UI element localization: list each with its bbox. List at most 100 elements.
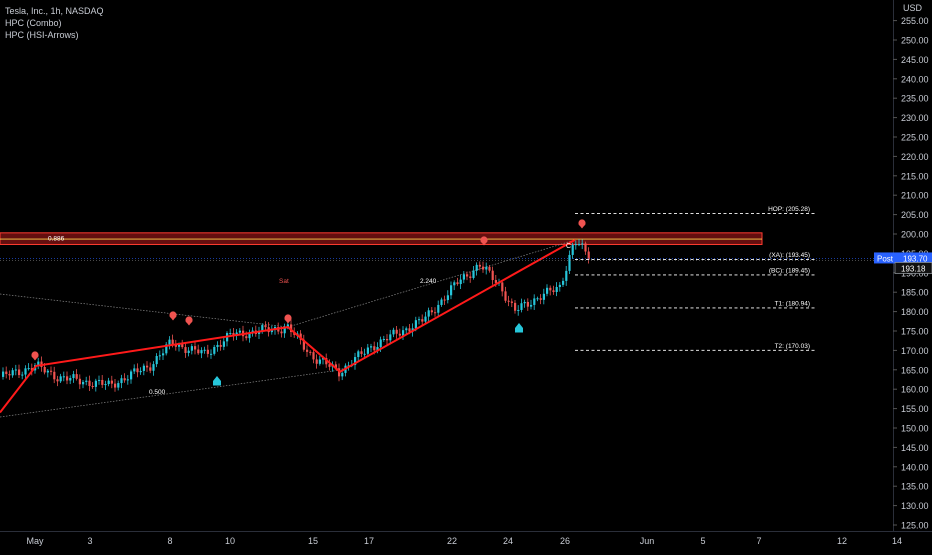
candle-body — [168, 339, 171, 345]
down-arrow-tip — [578, 224, 586, 229]
candle-body — [501, 282, 504, 292]
y-tick-label: 210.00 — [901, 191, 929, 201]
candle-body — [328, 364, 331, 367]
candle-body — [584, 243, 587, 252]
candle-body — [261, 325, 264, 332]
candle-body — [210, 353, 213, 355]
candle-body — [78, 378, 81, 385]
candle-body — [251, 330, 254, 333]
candle-body — [430, 310, 433, 313]
candle-body — [437, 304, 440, 313]
x-tick-label: 3 — [87, 536, 92, 546]
candle-body — [357, 351, 360, 358]
down-arrow-tip — [169, 316, 177, 321]
y-tick-label: 225.00 — [901, 133, 929, 143]
candle-body — [382, 338, 385, 340]
candle-body — [338, 368, 341, 377]
candle-body — [219, 344, 222, 347]
candle-body — [200, 350, 203, 354]
candle-body — [69, 378, 72, 381]
candle-body — [75, 374, 78, 379]
up-arrow-marker — [213, 376, 221, 386]
candle-body — [152, 364, 155, 371]
second-price-badge-value: 193.18 — [901, 264, 926, 273]
x-tick-label: 26 — [560, 536, 570, 546]
x-tick-label: 17 — [364, 536, 374, 546]
candle-body — [520, 303, 523, 310]
y-tick-label: 255.00 — [901, 16, 929, 26]
candle-body — [190, 346, 193, 351]
candle-body — [456, 282, 459, 285]
candle-body — [555, 286, 558, 293]
candle-body — [526, 301, 529, 307]
indicator-arrows[interactable]: HPC (HSI-Arrows) — [5, 30, 79, 40]
candle-body — [82, 381, 85, 385]
ratio-line-ac — [0, 369, 341, 418]
candle-body — [539, 298, 542, 300]
candle-body — [123, 378, 126, 381]
candle-body — [270, 329, 273, 333]
candle-body — [581, 243, 584, 245]
candle-body — [203, 349, 206, 351]
target-level-label: (BC): (189.45) — [769, 267, 810, 274]
x-tick-label: 22 — [447, 536, 457, 546]
candle-body — [62, 376, 65, 378]
candle-body — [66, 376, 69, 381]
candle-body — [478, 264, 481, 267]
y-tick-label: 175.00 — [901, 327, 929, 337]
candle-body — [510, 301, 513, 303]
candle-body — [546, 287, 549, 294]
candle-body — [587, 251, 590, 260]
y-tick-label: 135.00 — [901, 482, 929, 492]
ratio-line-bd — [287, 239, 576, 328]
candle-body — [50, 370, 53, 372]
down-arrow-tip — [185, 321, 193, 326]
candle-body — [389, 334, 392, 341]
y-tick-label: 235.00 — [901, 94, 929, 104]
candle-body — [309, 351, 312, 353]
y-tick-label: 180.00 — [901, 307, 929, 317]
target-level-label: (XA): (193.45) — [769, 252, 810, 259]
candle-body — [418, 319, 421, 321]
candle-body — [245, 336, 248, 339]
c-point-label: C — [566, 243, 571, 250]
candle-body — [434, 312, 437, 314]
candle-body — [194, 346, 197, 350]
candle-body — [280, 331, 283, 334]
candle-body — [8, 374, 11, 376]
candle-body — [229, 333, 232, 335]
candle-body — [360, 351, 363, 354]
candle-body — [126, 379, 129, 381]
candle-body — [462, 274, 465, 280]
candle-body — [27, 368, 30, 370]
candle-body — [184, 347, 187, 353]
candle-body — [181, 344, 184, 348]
candle-body — [574, 244, 577, 246]
x-tick-label: 8 — [167, 536, 172, 546]
candle-body — [459, 279, 462, 285]
candle-body — [139, 370, 142, 373]
candle-body — [578, 244, 581, 246]
target-level-label: T1: (180.94) — [775, 300, 810, 307]
x-tick-label: 12 — [837, 536, 847, 546]
candle-body — [318, 359, 321, 364]
candle-body — [11, 370, 14, 376]
x-tick-label: 24 — [503, 536, 513, 546]
x-tick-label: May — [26, 536, 44, 546]
y-tick-label: 130.00 — [901, 501, 929, 511]
second-price-badge — [894, 262, 932, 274]
candle-body — [395, 329, 398, 334]
candle-body — [264, 325, 267, 328]
y-tick-label: 125.00 — [901, 521, 929, 531]
candle-body — [379, 339, 382, 348]
candle-body — [469, 276, 472, 278]
candle-body — [440, 299, 443, 305]
indicator-combo[interactable]: HPC (Combo) — [5, 18, 62, 28]
candle-body — [405, 328, 408, 331]
candle-body — [398, 333, 401, 336]
candle-body — [536, 298, 539, 300]
zone-label: 0.886 — [48, 235, 65, 242]
candle-body — [354, 357, 357, 366]
